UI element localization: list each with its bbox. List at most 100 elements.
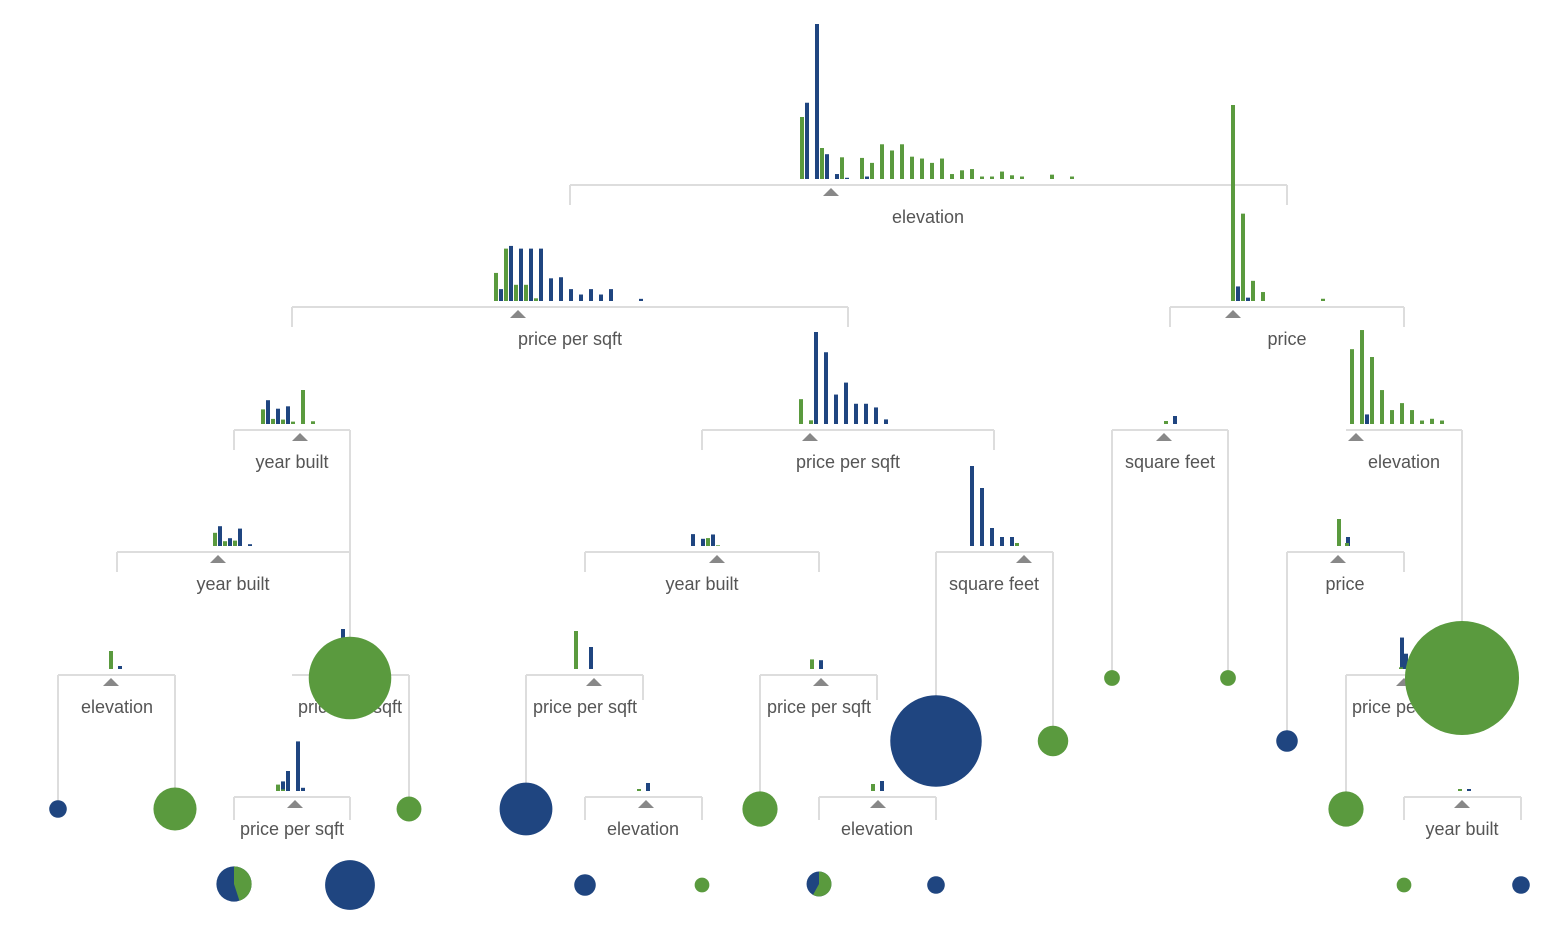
split-pointer-icon [823, 188, 839, 196]
histogram-bar-class-a [1467, 789, 1471, 791]
histogram-bar-class-b [1164, 421, 1168, 424]
leaf-pie-l19[interactable] [1328, 791, 1364, 827]
histogram-bar-class-a [296, 741, 300, 791]
leaf-pie-l4[interactable] [396, 796, 422, 822]
histogram-bar-class-b [1251, 280, 1255, 301]
histogram-bar-class-a [970, 466, 974, 546]
histogram-bar-class-a [1365, 414, 1369, 424]
leaf-slice [742, 791, 778, 827]
leaf-pie-l1[interactable] [49, 800, 67, 818]
histogram-bar-class-a [589, 289, 593, 301]
split-node-n17[interactable]: elevation [585, 783, 702, 839]
histogram-bar-class-a [1404, 653, 1408, 669]
leaf-pie-l10[interactable] [574, 874, 596, 896]
split-node-n14[interactable]: price per sqft [526, 631, 643, 717]
histogram-bar-class-b [291, 421, 295, 424]
leaf-pie-l8[interactable] [742, 791, 778, 827]
split-node-n0[interactable]: elevation [570, 24, 1287, 227]
leaf-pie-l2[interactable] [153, 787, 197, 831]
split-node-n7[interactable]: year built [117, 526, 350, 594]
leaf-slice [890, 695, 982, 787]
split-node-n18[interactable]: elevation [819, 781, 936, 839]
histogram-bar-class-a [646, 783, 650, 791]
split-node-n2[interactable]: price [1170, 105, 1404, 349]
histogram-bar-class-a [824, 352, 828, 424]
leaf-pie-l11[interactable] [694, 877, 710, 893]
leaf-slice [153, 787, 197, 831]
histogram-bar-class-b [514, 284, 518, 301]
leaf-pie-l13[interactable] [927, 876, 945, 894]
leaf-pie-l21[interactable] [1396, 877, 1412, 893]
histogram-bar-class-a [286, 771, 290, 791]
leaf-pie-l6[interactable] [325, 860, 375, 910]
split-pointer-icon [510, 310, 526, 318]
leaf-pie-l20[interactable] [1404, 620, 1520, 736]
histogram-bar-class-a [1346, 537, 1350, 546]
leaf-slice [694, 877, 710, 893]
histogram-bar-class-b [1440, 420, 1444, 424]
histogram-bar-class-b [940, 158, 944, 179]
histogram-bar-class-a [815, 24, 819, 179]
histogram-bar-class-a [539, 248, 543, 301]
leaf-pie-l16[interactable] [1220, 670, 1236, 686]
histogram-bar-class-a [864, 403, 868, 424]
leaf-pie-l7[interactable] [499, 782, 553, 836]
histogram-bar-class-a [1010, 537, 1014, 546]
histogram-bar-class-a [589, 647, 593, 669]
histogram-bar-class-b [223, 541, 227, 546]
split-node-n16[interactable]: price per sqft [234, 741, 350, 839]
split-feature-label: elevation [607, 819, 679, 839]
split-node-n3[interactable]: year built [234, 390, 350, 472]
histogram-bar-class-a [819, 660, 823, 669]
split-node-n4[interactable]: price per sqft [702, 332, 994, 472]
leaf-pie-l5[interactable] [216, 866, 252, 902]
leaf-pie-l17[interactable] [1276, 730, 1298, 752]
histogram-bar-class-b [494, 272, 498, 301]
leaf-slice [1328, 791, 1364, 827]
leaf-slice [499, 782, 553, 836]
split-node-n9[interactable]: square feet [936, 466, 1053, 594]
histogram-bar-class-b [1015, 543, 1019, 546]
histogram-bar-class-a [865, 176, 869, 179]
leaf-pie-l15[interactable] [1104, 670, 1120, 686]
histogram-bar-class-b [1231, 105, 1235, 301]
leaf-pie-l9[interactable] [1037, 725, 1069, 757]
histogram-bar-class-b [1000, 171, 1004, 179]
histogram-bar-class-a [118, 666, 122, 669]
leaf-pie-l3[interactable] [308, 636, 392, 720]
histogram-bar-class-a [834, 394, 838, 424]
split-node-n5[interactable]: square feet [1112, 416, 1228, 472]
split-pointer-icon [1454, 800, 1470, 808]
split-pointer-icon [709, 555, 725, 563]
leaf-pie-l14[interactable] [890, 695, 982, 787]
split-node-n19[interactable]: year built [1404, 789, 1521, 839]
leaf-pie-l12[interactable] [806, 871, 832, 897]
leaf-pie-l22[interactable] [1514, 878, 1528, 892]
split-node-n11[interactable]: elevation [58, 651, 175, 717]
split-node-n10[interactable]: price [1287, 519, 1404, 594]
histogram-bar-class-b [281, 419, 285, 424]
histogram-bar-class-a [281, 781, 285, 791]
histogram-bar-class-b [1410, 410, 1414, 424]
histogram-bar-class-a [266, 400, 270, 424]
histogram-bar-class-b [1390, 410, 1394, 424]
histogram-bar-class-b [574, 631, 578, 669]
split-node-n6[interactable]: elevation [1346, 330, 1462, 472]
split-node-n14b[interactable]: price per sqft [760, 659, 877, 717]
histogram-bar-class-a [549, 278, 553, 301]
histogram-bar-class-a [519, 248, 523, 301]
histogram-bar-class-b [800, 117, 804, 179]
histogram-bar-class-b [860, 157, 864, 179]
leaf-slice-class-b [234, 866, 252, 901]
histogram-bar-class-a [884, 419, 888, 424]
split-node-n8[interactable]: year built [585, 534, 819, 594]
split-pointer-icon [813, 678, 829, 686]
split-node-n1[interactable]: price per sqft [292, 245, 848, 349]
split-pointer-icon [1330, 555, 1346, 563]
split-feature-label: square feet [949, 574, 1039, 594]
histogram-bar-class-a [845, 177, 849, 179]
histogram-bar-class-a [1000, 537, 1004, 546]
leaf-slice [1276, 730, 1298, 752]
histogram-bar-class-b [870, 162, 874, 179]
histogram-bar-class-a [639, 298, 643, 301]
